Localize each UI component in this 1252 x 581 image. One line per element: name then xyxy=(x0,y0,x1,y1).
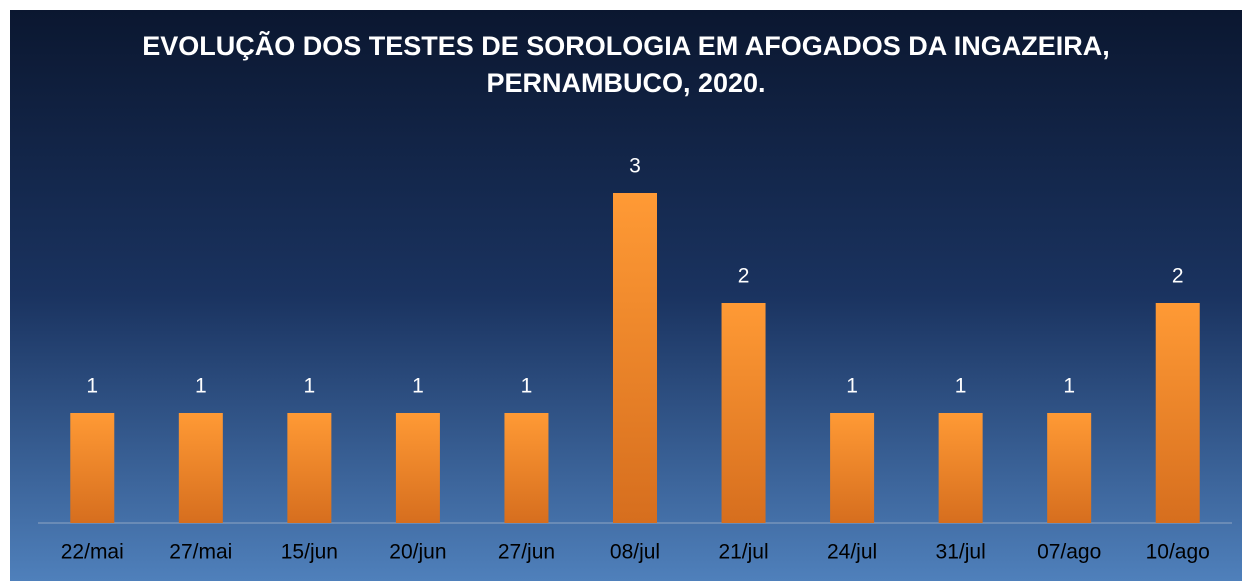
data-label: 1 xyxy=(304,375,316,398)
x-tick-label: 15/jun xyxy=(281,541,338,564)
data-label: 1 xyxy=(846,375,858,398)
bar xyxy=(1155,303,1200,523)
chart-title: EVOLUÇÃO DOS TESTES DE SOROLOGIA EM AFOG… xyxy=(142,31,1110,98)
data-label: 1 xyxy=(521,375,533,398)
bar xyxy=(830,413,875,523)
bar xyxy=(395,413,440,523)
x-tick-label: 07/ago xyxy=(1037,541,1101,564)
x-tick-label: 27/jun xyxy=(498,541,555,564)
data-label: 1 xyxy=(86,375,98,398)
bar xyxy=(938,413,983,523)
data-label: 1 xyxy=(195,375,207,398)
x-tick-label: 24/jul xyxy=(827,541,877,564)
bar xyxy=(721,303,766,523)
data-label: 3 xyxy=(629,155,641,178)
bar xyxy=(70,413,115,523)
x-tick-label: 10/ago xyxy=(1146,541,1210,564)
data-label: 2 xyxy=(738,265,750,288)
x-tick-label: 22/mai xyxy=(61,541,124,564)
x-tick-label: 21/jul xyxy=(718,541,768,564)
bar xyxy=(613,193,657,523)
bar xyxy=(287,413,332,523)
x-tick-label: 20/jun xyxy=(389,541,446,564)
data-label: 1 xyxy=(955,375,967,398)
bar xyxy=(1047,413,1092,523)
data-label: 1 xyxy=(412,375,424,398)
bar xyxy=(504,413,549,523)
data-label: 1 xyxy=(1063,375,1075,398)
x-tick-label: 31/jul xyxy=(936,541,986,564)
x-tick-label: 08/jul xyxy=(610,541,660,564)
x-tick-label: 27/mai xyxy=(169,541,232,564)
bar xyxy=(178,413,223,523)
data-label: 2 xyxy=(1172,265,1184,288)
